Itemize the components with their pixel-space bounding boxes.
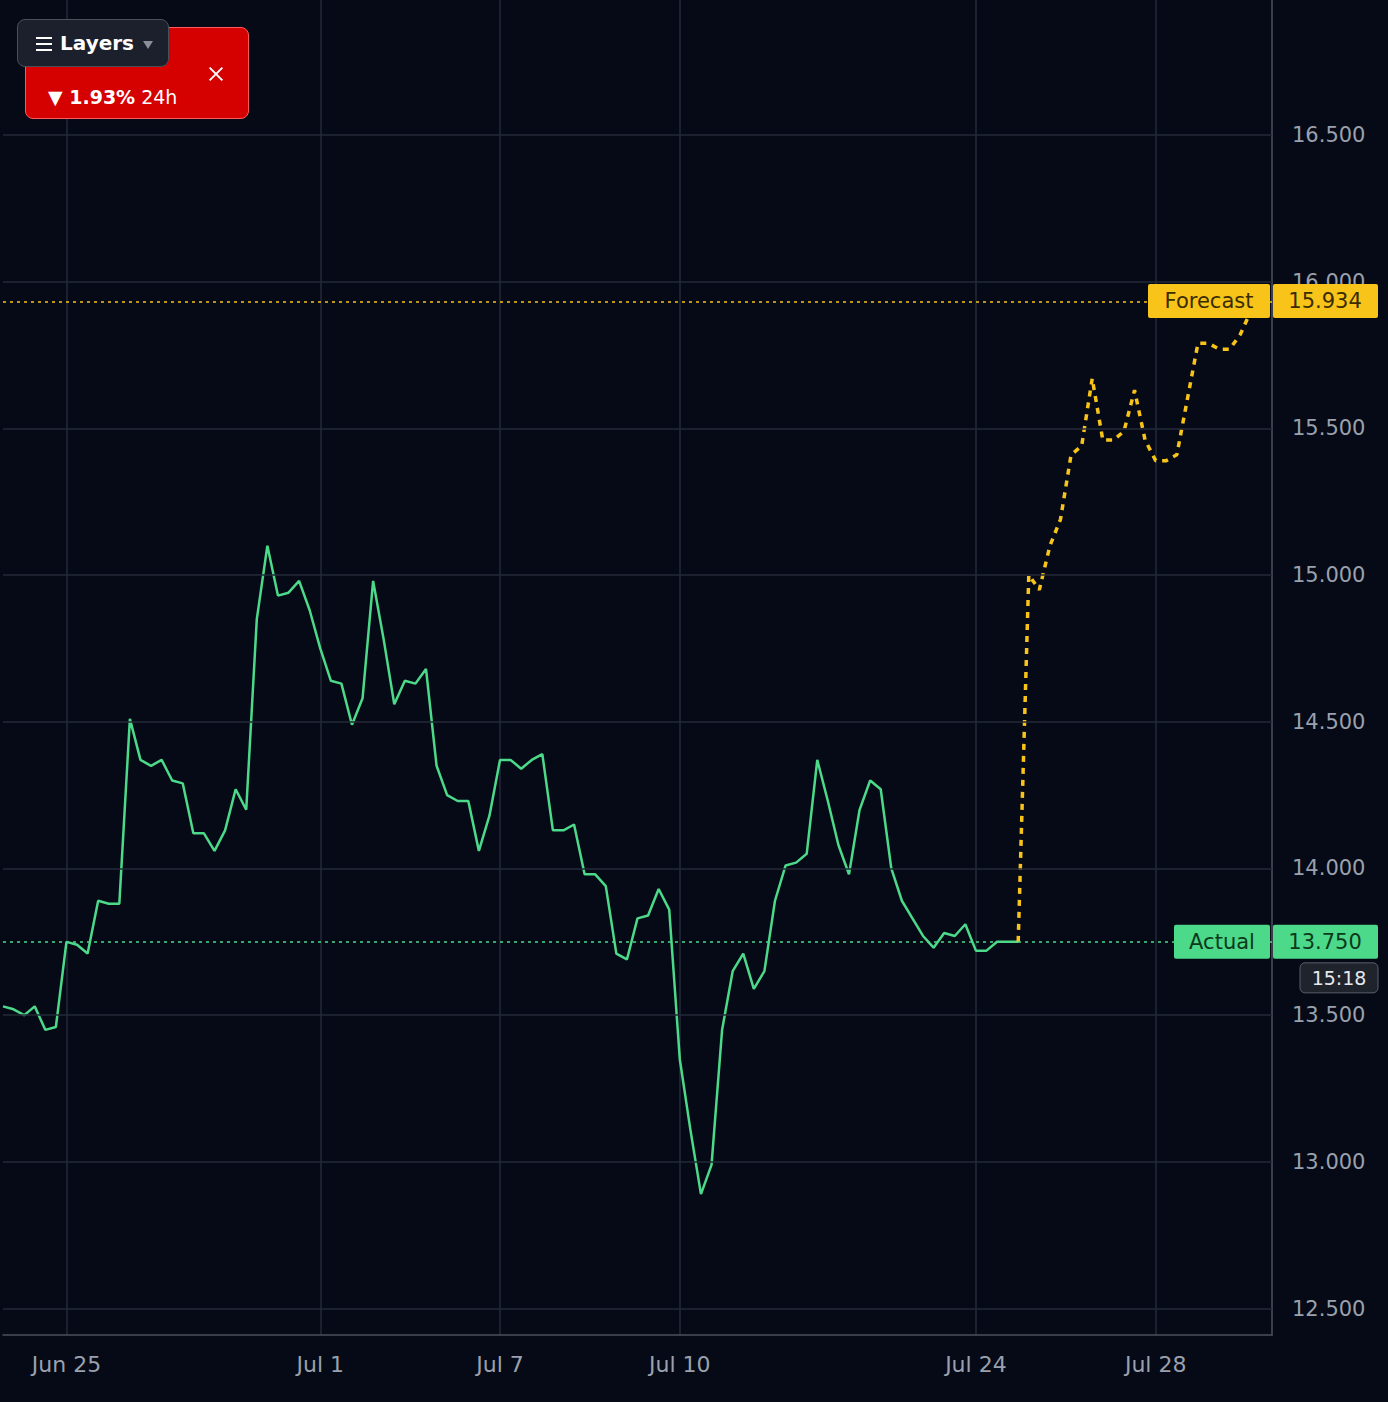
html-text:Layers: Layers [60,31,134,55]
svg-text:13.500: 13.500 [1292,1003,1365,1027]
svg-text:12.500: 12.500 [1292,1297,1365,1321]
svg-text:Forecast: Forecast [1165,289,1254,313]
svg-text:16.000: 16.000 [1292,269,1366,294]
svg-text:Actual: Actual [1189,930,1255,954]
svg-text:Jul 24: Jul 24 [943,1352,1007,1377]
svg-text:15.934: 15.934 [1288,289,1361,313]
svg-text:13.750: 13.750 [1288,930,1361,954]
svg-text:Jun 25: Jun 25 [30,1352,101,1377]
svg-text:14.000: 14.000 [1292,856,1365,880]
svg-text:Jul 10: Jul 10 [647,1352,711,1377]
svg-text:15:18: 15:18 [1312,967,1367,989]
svg-text:Jul 28: Jul 28 [1123,1352,1187,1377]
svg-text:14.500: 14.500 [1292,710,1365,734]
svg-text:13.000: 13.000 [1292,1150,1365,1174]
svg-text:Jul 7: Jul 7 [474,1352,524,1377]
svg-text:15.000: 15.000 [1292,563,1365,587]
svg-text:15.500: 15.500 [1292,416,1365,440]
html-text:▼ 1.93% 24h: ▼ 1.93% 24h [48,86,178,108]
svg-text:16.500: 16.500 [1292,123,1365,147]
svg-text:Jul 1: Jul 1 [294,1352,344,1377]
